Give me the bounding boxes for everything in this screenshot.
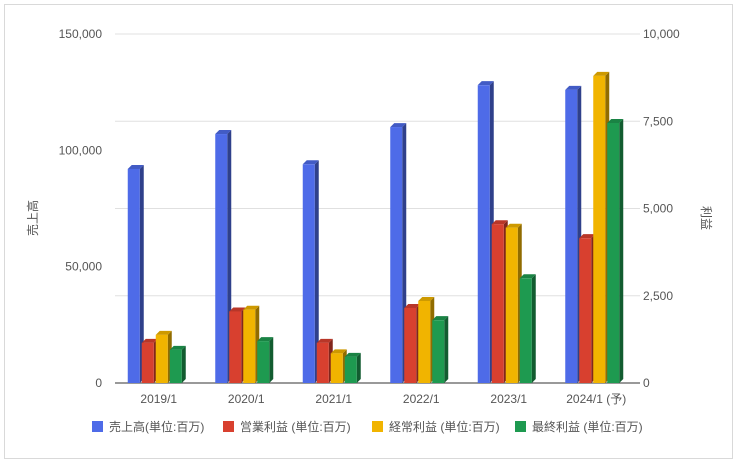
y-right-tick-label: 2,500 [643,289,673,303]
x-tick-label: 2020/1 [228,392,265,406]
y-axis-right-label: 利益 [699,206,713,230]
bar [505,223,522,383]
y-left-tick-label: 50,000 [65,260,102,274]
bar [404,303,421,383]
bar [316,338,333,383]
legend-swatch [372,421,383,432]
bar [215,130,232,383]
y-left-tick-label: 150,000 [59,27,103,41]
bar [593,71,610,383]
y-right-tick-label: 0 [643,376,650,390]
bar [155,330,172,383]
bar [579,234,596,383]
bar [477,81,494,383]
legend-label: 最終利益 (単位:百万) [532,419,643,434]
legend-swatch [223,421,234,432]
y-left-tick-label: 0 [95,376,102,390]
legend-label: 経常利益 (単位:百万) [389,419,500,434]
bar [390,123,407,384]
bar [418,296,435,383]
legend-entry: 経常利益 (単位:百万) [372,419,500,434]
bar [243,305,260,383]
y-right-tick-label: 5,000 [643,202,673,216]
bar [302,160,319,383]
bar [519,274,536,383]
bar [491,220,508,383]
legend-label: 売上高(単位:百万) [109,419,204,434]
y-left-tick-label: 100,000 [59,143,103,157]
bar [141,338,158,383]
legend-label: 営業利益 (単位:百万) [240,419,351,434]
y-right-tick-label: 10,000 [643,27,680,41]
x-tick-label: 2023/1 [490,392,527,406]
legend-swatch [515,421,526,432]
axes: 0 50,000 100,000 150,000 0 2,500 5,000 7,500 10,… [59,27,680,406]
bar [565,85,582,383]
y-axis-left-label: 売上高 [25,200,40,236]
x-tick-label: 2021/1 [315,392,352,406]
bar [127,164,144,383]
bar [607,118,624,384]
bar [432,316,449,383]
x-tick-label: 2024/1 (予) [566,392,626,406]
bar [229,307,246,383]
y-right-tick-label: 7,500 [643,114,673,128]
bar [330,349,347,383]
bars [127,71,624,384]
bar [344,352,361,383]
legend-entry: 最終利益 (単位:百万) [515,419,643,434]
gridlines [115,33,640,384]
legend-entry: 営業利益 (単位:百万) [223,419,351,434]
x-tick-label: 2019/1 [140,392,177,406]
legend-swatch [92,421,103,432]
x-tick-label: 2022/1 [403,392,440,406]
bar [169,345,186,383]
legend-entry: 売上高(単位:百万) [92,419,204,434]
bar [257,337,274,383]
legend: 売上高(単位:百万) 営業利益 (単位:百万) 経常利益 (単位:百万) 最終利益 (… [92,419,643,434]
